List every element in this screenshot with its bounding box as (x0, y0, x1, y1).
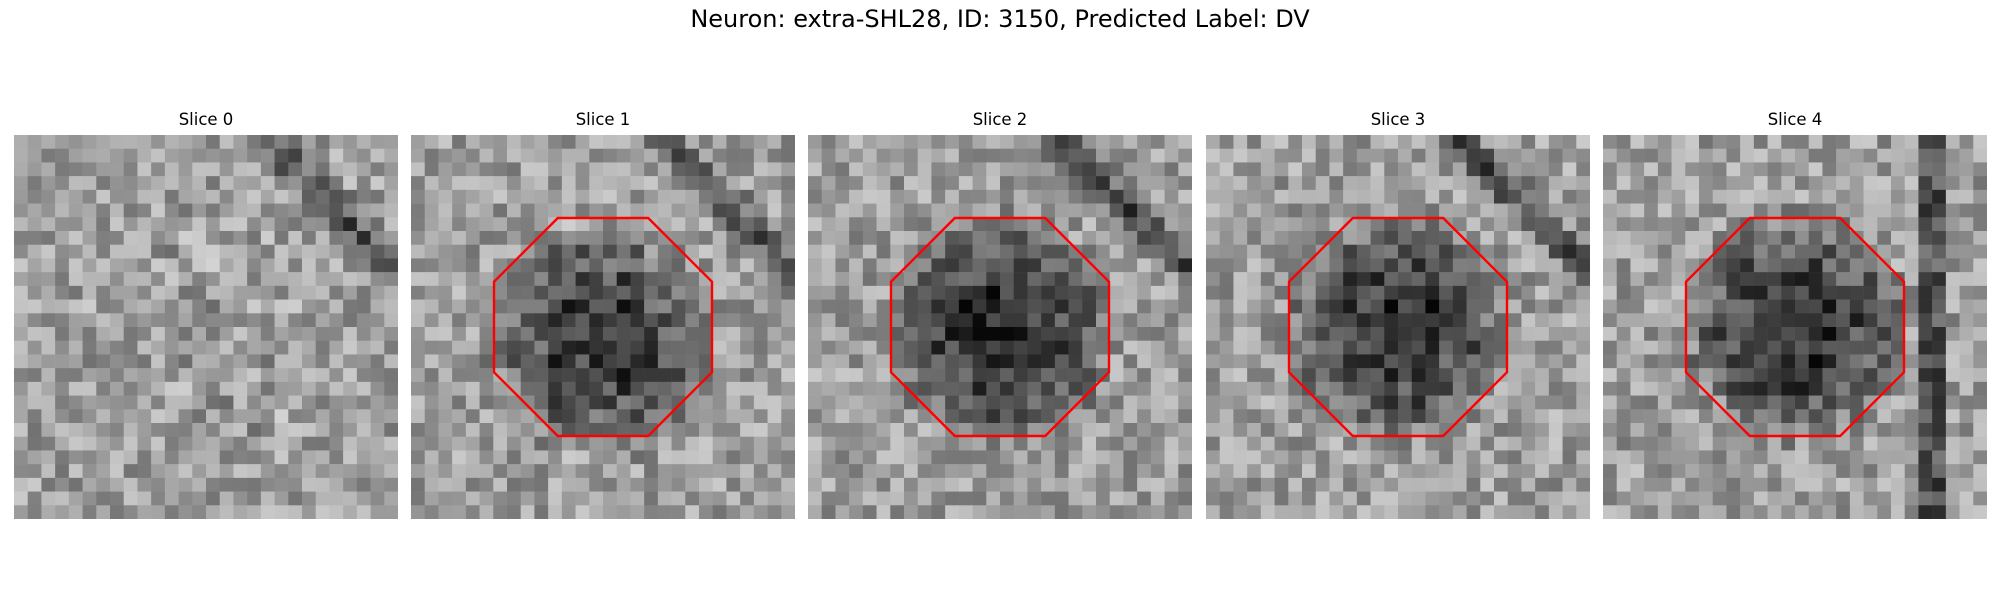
roi-contour (1287, 216, 1509, 438)
pixel-grid (808, 135, 1192, 519)
slice-panel-1: Slice 1 (411, 110, 795, 519)
slice-image (808, 135, 1192, 519)
slice-image (14, 135, 398, 519)
pixel-grid (1206, 135, 1590, 519)
slice-image (411, 135, 795, 519)
pixel-grid (1603, 135, 1987, 519)
slice-title: Slice 1 (575, 110, 631, 129)
slice-title: Slice 3 (1370, 110, 1426, 129)
slice-panel-0: Slice 0 (14, 110, 398, 519)
slice-panel-2: Slice 2 (808, 110, 1192, 519)
roi-contour (1684, 216, 1906, 438)
figure-title: Neuron: extra-SHL28, ID: 3150, Predicted… (690, 5, 1310, 33)
slice-title: Slice 0 (178, 110, 234, 129)
slice-image (1603, 135, 1987, 519)
roi-contour (889, 216, 1111, 438)
slice-title: Slice 2 (972, 110, 1028, 129)
slice-image (1206, 135, 1590, 519)
pixel-grid (411, 135, 795, 519)
roi-contour (492, 216, 714, 438)
slice-panel-4: Slice 4 (1603, 110, 1987, 519)
slice-panel-3: Slice 3 (1206, 110, 1590, 519)
pixel-grid (14, 135, 398, 519)
slice-title: Slice 4 (1767, 110, 1823, 129)
